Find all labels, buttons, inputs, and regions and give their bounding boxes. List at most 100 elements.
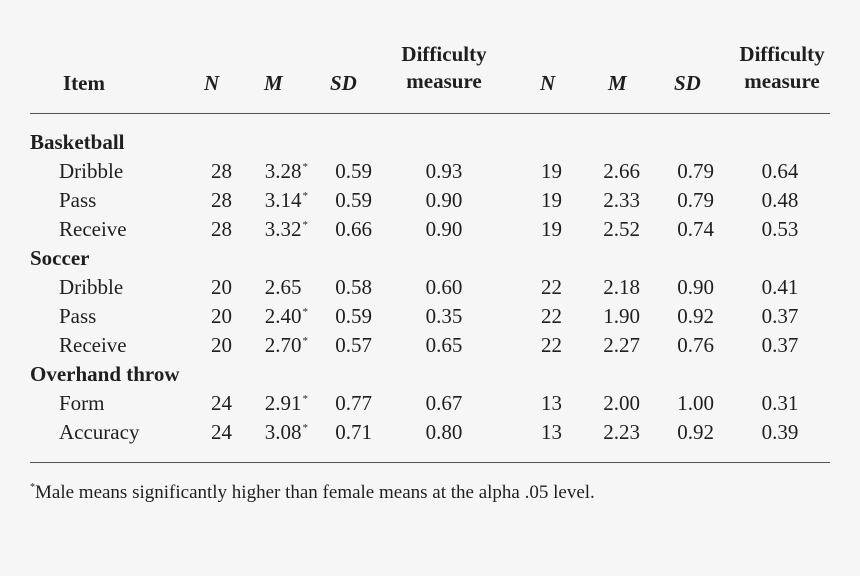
cell-sd-right: 0.79 — [677, 188, 714, 212]
cell-m-left: 2.40* — [250, 304, 308, 329]
cell-m-value: 2.40 — [264, 304, 302, 328]
group-heading: Basketball — [30, 130, 125, 154]
cell-sd-left: 0.59 — [335, 159, 372, 183]
header-n-right: N — [540, 71, 556, 95]
row-label: Dribble — [59, 275, 124, 299]
cell-difficulty-left: 0.67 — [425, 391, 463, 415]
cell-difficulty-left: 0.90 — [425, 188, 463, 212]
cell-n-left: 24 — [211, 420, 232, 444]
cell-difficulty-left: 0.65 — [425, 333, 463, 357]
cell-m-right: 2.23 — [603, 420, 640, 444]
cell-m-left: 2.91* — [250, 391, 308, 416]
header-m-left: M — [264, 71, 283, 95]
cell-difficulty-left: 0.35 — [425, 304, 463, 328]
cell-m-right: 2.27 — [603, 333, 640, 357]
group-heading: Overhand throw — [30, 362, 180, 386]
cell-sd-left: 0.66 — [335, 217, 372, 241]
cell-m-right: 2.52 — [603, 217, 640, 241]
cell-sd-left: 0.59 — [335, 188, 372, 212]
header-difficulty-line1: Difficulty — [401, 42, 487, 66]
footnote-text: Male means significantly higher than fem… — [35, 482, 595, 503]
cell-n-right: 19 — [541, 188, 562, 212]
cell-m-left: 3.32* — [250, 217, 308, 242]
header-difficulty-line1: Difficulty — [739, 42, 825, 66]
cell-m-value: 2.91 — [264, 391, 302, 415]
cell-m-value: 3.28 — [264, 159, 302, 183]
cell-sd-left: 0.77 — [335, 391, 372, 415]
cell-sd-left: 0.59 — [335, 304, 372, 328]
cell-sd-right: 0.92 — [677, 420, 714, 444]
header-difficulty-line2: measure — [406, 69, 482, 93]
cell-m-right: 2.18 — [603, 275, 640, 299]
cell-n-right: 13 — [541, 420, 562, 444]
cell-difficulty-right: 0.53 — [761, 217, 799, 241]
cell-difficulty-right: 0.37 — [761, 333, 799, 357]
significance-marker: * — [302, 422, 309, 434]
cell-sd-left: 0.57 — [335, 333, 372, 357]
cell-m-left: 3.28* — [250, 159, 308, 184]
significance-marker: * — [302, 306, 309, 318]
cell-n-right: 22 — [541, 333, 562, 357]
cell-difficulty-left: 0.60 — [425, 275, 463, 299]
row-label: Accuracy — [59, 420, 140, 444]
header-difficulty-left: Difficulty measure — [392, 41, 496, 95]
cell-difficulty-right: 0.41 — [761, 275, 799, 299]
row-label: Receive — [59, 333, 127, 357]
cell-difficulty-right: 0.64 — [761, 159, 799, 183]
cell-difficulty-left: 0.80 — [425, 420, 463, 444]
cell-sd-right: 0.79 — [677, 159, 714, 183]
significance-marker: * — [302, 335, 309, 347]
significance-marker: * — [302, 393, 309, 405]
cell-sd-right: 0.90 — [677, 275, 714, 299]
cell-m-left: 3.08* — [250, 420, 308, 445]
row-label: Dribble — [59, 159, 124, 183]
footnote: *Male means significantly higher than fe… — [30, 482, 595, 504]
cell-m-value: 3.32 — [264, 217, 302, 241]
cell-m-left: 2.70* — [250, 333, 308, 358]
row-label: Receive — [59, 217, 127, 241]
cell-n-right: 22 — [541, 304, 562, 328]
cell-difficulty-right: 0.37 — [761, 304, 799, 328]
cell-difficulty-right: 0.48 — [761, 188, 799, 212]
cell-m-value: 3.14 — [264, 188, 302, 212]
cell-n-left: 20 — [211, 304, 232, 328]
group-heading: Soccer — [30, 246, 90, 270]
cell-n-right: 19 — [541, 159, 562, 183]
header-sd-right: SD — [674, 71, 701, 95]
cell-m-left: 2.65* — [250, 275, 308, 300]
header-n-left: N — [204, 71, 220, 95]
cell-m-left: 3.14* — [250, 188, 308, 213]
row-label: Pass — [59, 304, 97, 328]
cell-sd-right: 0.92 — [677, 304, 714, 328]
cell-m-right: 1.90 — [603, 304, 640, 328]
header-m-right: M — [608, 71, 627, 95]
cell-m-right: 2.66 — [603, 159, 640, 183]
cell-n-right: 19 — [541, 217, 562, 241]
cell-difficulty-left: 0.90 — [425, 217, 463, 241]
header-difficulty-right: Difficulty measure — [730, 41, 834, 95]
cell-n-left: 28 — [211, 159, 232, 183]
row-label: Form — [59, 391, 105, 415]
header-difficulty-line2: measure — [744, 69, 820, 93]
cell-n-left: 28 — [211, 188, 232, 212]
cell-m-value: 3.08 — [264, 420, 302, 444]
cell-n-left: 20 — [211, 275, 232, 299]
significance-marker: * — [302, 161, 309, 173]
cell-m-right: 2.33 — [603, 188, 640, 212]
cell-difficulty-left: 0.93 — [425, 159, 463, 183]
cell-n-right: 22 — [541, 275, 562, 299]
header-rule — [30, 113, 830, 114]
cell-n-left: 20 — [211, 333, 232, 357]
cell-sd-right: 0.74 — [677, 217, 714, 241]
footnote-marker: * — [30, 482, 35, 493]
row-label: Pass — [59, 188, 97, 212]
cell-sd-right: 0.76 — [677, 333, 714, 357]
cell-sd-left: 0.58 — [335, 275, 372, 299]
cell-n-left: 28 — [211, 217, 232, 241]
cell-m-value: 2.70 — [264, 333, 302, 357]
cell-sd-left: 0.71 — [335, 420, 372, 444]
cell-n-right: 13 — [541, 391, 562, 415]
cell-sd-right: 1.00 — [677, 391, 714, 415]
cell-m-value: 2.65 — [264, 275, 302, 299]
cell-n-left: 24 — [211, 391, 232, 415]
